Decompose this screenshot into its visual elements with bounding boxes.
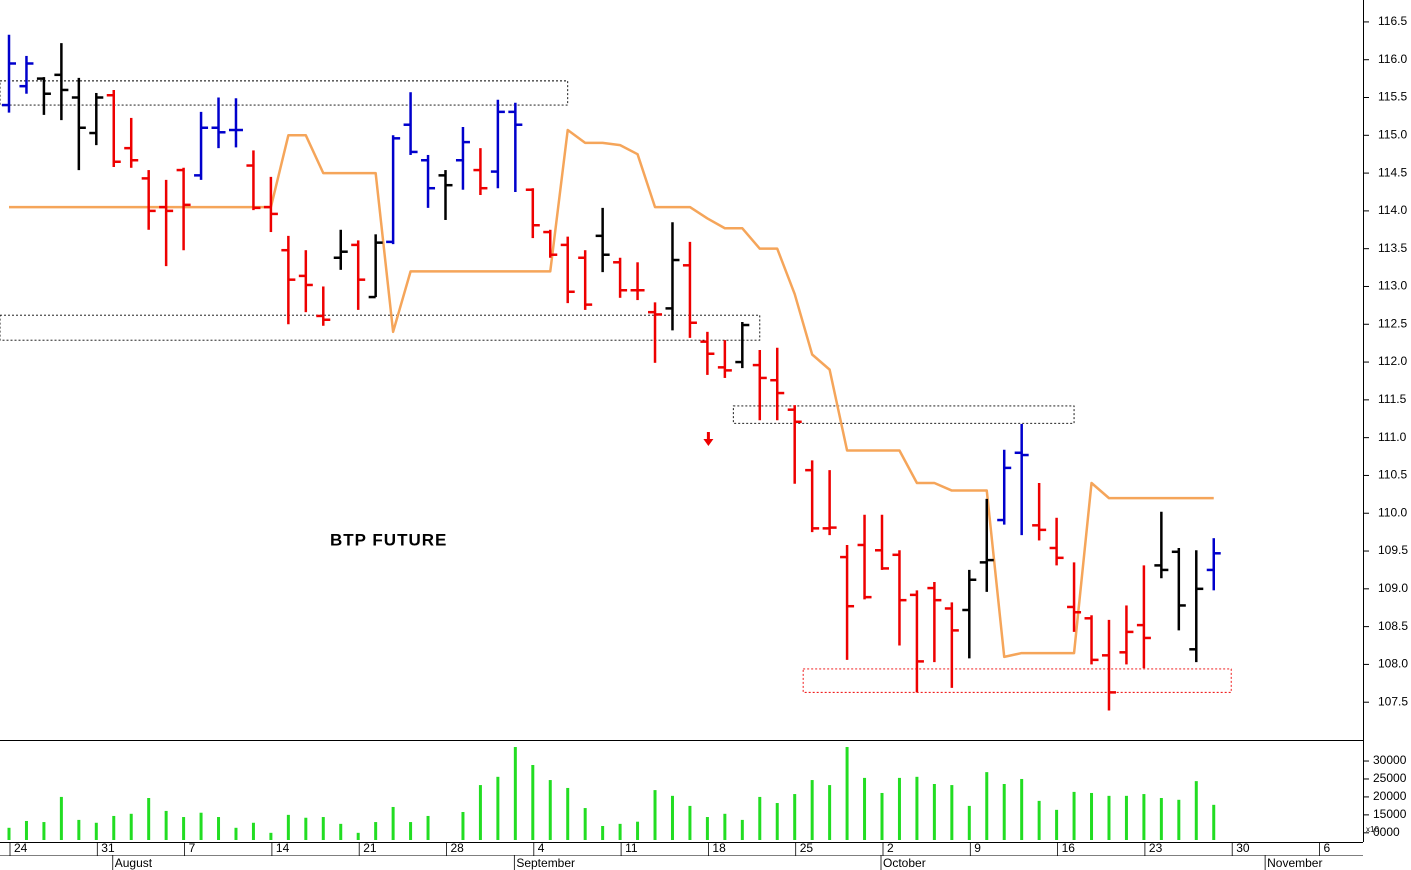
- x-tick-label: 25: [800, 841, 814, 855]
- month-label: September: [516, 856, 575, 870]
- month-label: November: [1267, 856, 1322, 870]
- volume-tick-label: 0000: [1373, 825, 1400, 839]
- y-tick-label: 113.5: [1378, 241, 1407, 255]
- stop-line: [9, 128, 1214, 659]
- volume-tick-label: 30000: [1373, 753, 1407, 767]
- y-tick-label: 115.5: [1378, 90, 1407, 104]
- y-tick-label: 108.0: [1378, 657, 1408, 671]
- x-tick-label: 18: [712, 841, 726, 855]
- x-tick-label: 9: [974, 841, 981, 855]
- x-tick-label: 14: [276, 841, 290, 855]
- signal-arrow: [703, 431, 714, 446]
- x-tick-label: 24: [14, 841, 28, 855]
- y-tick-label: 115.0: [1378, 127, 1407, 141]
- y-tick-label: 116.0: [1378, 52, 1407, 66]
- y-tick-label: 111.5: [1378, 392, 1407, 406]
- x-tick-label: 11: [625, 841, 638, 855]
- x-tick-label: 30: [1236, 841, 1250, 855]
- y-tick-label: 112.0: [1378, 354, 1407, 368]
- y-tick-label: 116.5: [1378, 14, 1407, 28]
- y-tick-label: 109.5: [1378, 543, 1408, 557]
- y-tick-label: 114.5: [1378, 165, 1407, 179]
- y-tick-label: 107.5: [1378, 694, 1408, 708]
- y-tick-label: 109.0: [1378, 581, 1408, 595]
- y-tick-label: 110.0: [1378, 505, 1407, 519]
- y-tick-label: 112.5: [1378, 316, 1407, 330]
- volume-tick-label: 25000: [1373, 771, 1407, 785]
- volume-tick-label: 15000: [1373, 807, 1407, 821]
- month-label: August: [115, 856, 153, 870]
- volume-tick-label: 20000: [1373, 789, 1407, 803]
- chart-title: BTP FUTURE: [330, 530, 447, 549]
- x-tick-label: 6: [1324, 841, 1331, 855]
- x-tick-label: 7: [189, 841, 196, 855]
- y-tick-label: 113.0: [1378, 279, 1407, 293]
- month-label: October: [883, 856, 926, 870]
- zone: [802, 668, 1232, 693]
- y-tick-label: 108.5: [1378, 619, 1408, 633]
- zone: [732, 405, 1075, 424]
- x-tick-label: 31: [101, 841, 115, 855]
- x-tick-label: 21: [363, 841, 377, 855]
- x-tick-label: 2: [887, 841, 894, 855]
- y-tick-label: 114.0: [1378, 203, 1407, 217]
- x-tick-label: 16: [1062, 841, 1076, 855]
- x-tick-label: 28: [451, 841, 465, 855]
- zone: [0, 314, 761, 341]
- x-tick-label: 23: [1149, 841, 1163, 855]
- y-tick-label: 111.0: [1378, 430, 1407, 444]
- volume-scale-label: x10: [1366, 825, 1379, 834]
- y-tick-label: 110.5: [1378, 468, 1407, 482]
- x-tick-label: 4: [538, 841, 545, 855]
